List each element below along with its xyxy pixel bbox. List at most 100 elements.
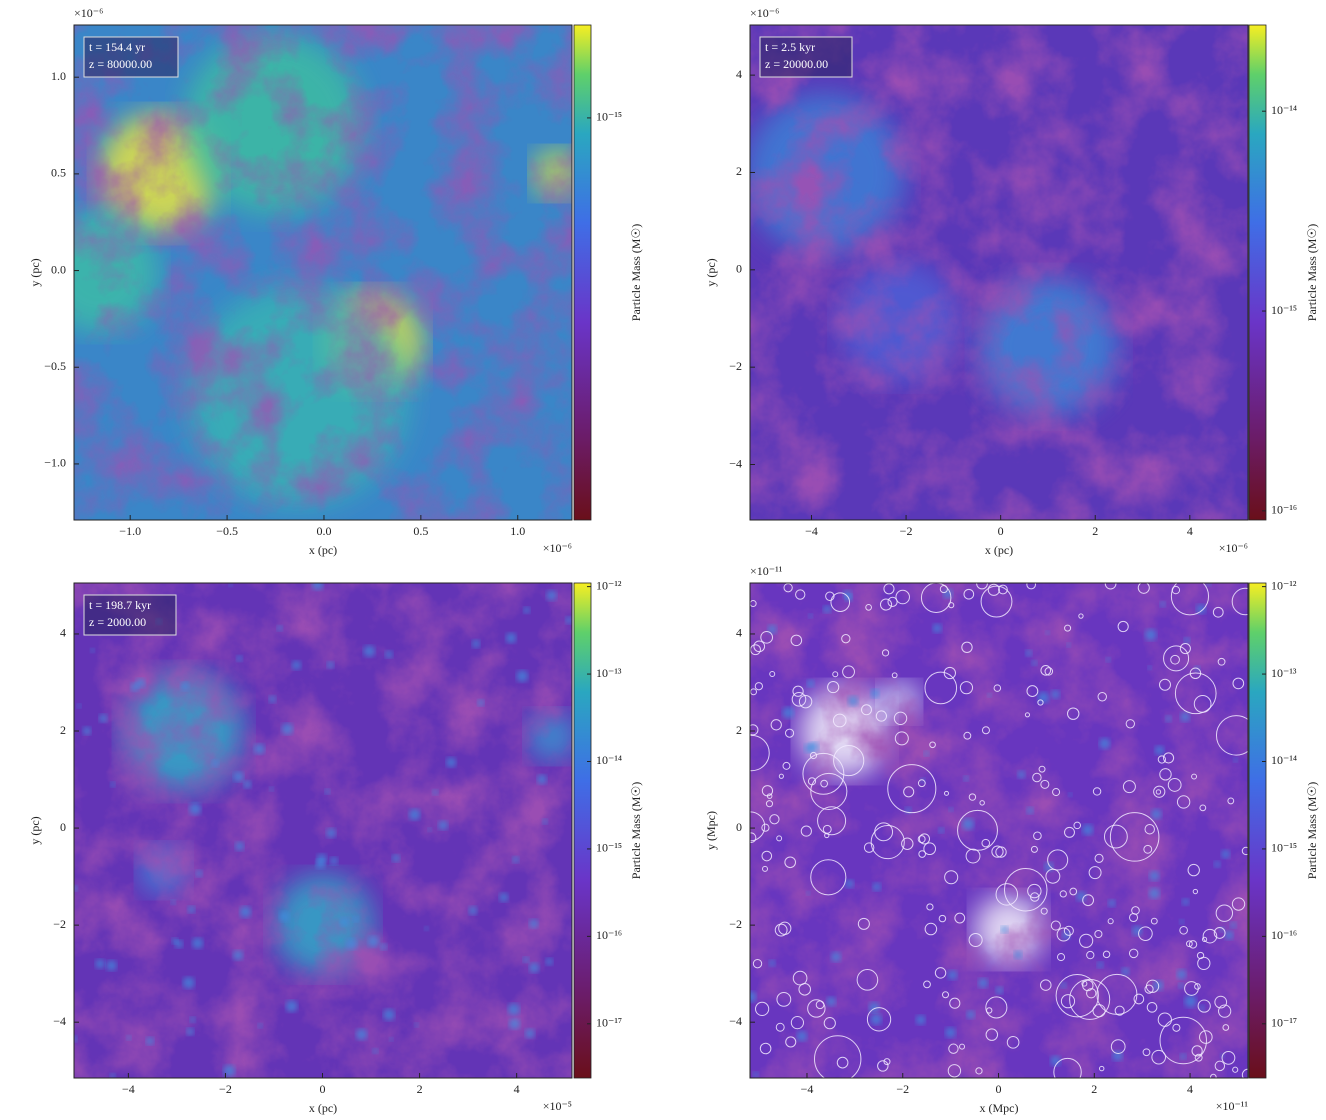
map-knot [871, 1014, 882, 1025]
map-knot [523, 957, 529, 963]
map-knot [1199, 1005, 1205, 1011]
colorbar [1249, 583, 1266, 1078]
y-tick-label: 2 [736, 164, 742, 178]
map-knot [427, 827, 431, 831]
map-knot [525, 1029, 534, 1038]
map-knot [414, 1023, 418, 1027]
map-knot [783, 707, 795, 719]
map-knot [1045, 630, 1049, 634]
map-knot [806, 891, 810, 895]
y-tick-label: 2 [60, 723, 66, 737]
map-knot [243, 780, 251, 788]
x-tick-label: −2 [219, 1082, 232, 1096]
map-knot [72, 885, 78, 891]
map-knot [537, 775, 547, 785]
colorbar-tick-label: 10⁻¹⁴ [1271, 103, 1297, 117]
map-texture [750, 25, 1248, 520]
y-axis-label: y (pc) [704, 258, 718, 286]
y-tick-label: 0 [736, 820, 742, 834]
map-knot [189, 803, 201, 815]
map-knot [948, 970, 957, 979]
map-knot [1180, 1053, 1186, 1059]
map-knot [1001, 926, 1008, 933]
y-tick-label: −1.0 [44, 456, 66, 470]
map-knot [845, 879, 854, 888]
map-knot [1182, 898, 1189, 905]
map-knot [1025, 650, 1032, 657]
map-knot [987, 693, 991, 697]
map-knot [508, 1003, 520, 1015]
map-knot [966, 1010, 975, 1019]
map-knot [1177, 969, 1187, 979]
map-knot [1214, 861, 1221, 868]
map-knot [389, 1037, 393, 1041]
map-knot [385, 651, 393, 659]
map-knot [1082, 824, 1093, 835]
map-knot [380, 943, 387, 950]
map-knot [1179, 919, 1184, 924]
map-knot [848, 696, 858, 706]
x-tick-label: −4 [801, 1082, 814, 1096]
map-knot [346, 938, 357, 949]
map-knot [962, 818, 974, 830]
colorbar-tick-label: 10⁻¹⁶ [596, 928, 622, 942]
map-knot [190, 1017, 196, 1023]
annotation-text: t = 198.7 kyr [89, 598, 151, 612]
map-knot [949, 807, 954, 812]
map-knot [269, 696, 276, 703]
map-knot [1066, 643, 1070, 647]
y-tick-label: 0.0 [51, 262, 66, 276]
annotation-text: z = 20000.00 [765, 57, 828, 71]
map-knot [1145, 629, 1156, 640]
map-knot [843, 590, 852, 599]
y-tick-label: −2 [53, 917, 66, 931]
map-knot [432, 789, 438, 795]
colorbar-tick-label: 10⁻¹⁵ [1271, 303, 1297, 317]
map-knot [327, 661, 334, 668]
x-tick-label: −4 [122, 1082, 135, 1096]
x-tick-label: 2 [1092, 524, 1098, 538]
x-tick-label: −2 [900, 524, 913, 538]
map-texture [750, 583, 1248, 1078]
map-knot [823, 605, 831, 613]
x-tick-label: 4 [1187, 524, 1193, 538]
map-knot [192, 938, 203, 949]
map-knot [312, 579, 323, 590]
map-knot [1122, 967, 1130, 975]
map-knot [325, 789, 331, 795]
y-tick-label: 4 [736, 67, 742, 81]
map-knot [373, 1048, 379, 1054]
colorbar-label: Particle Mass (M☉) [1305, 224, 1319, 321]
map-knot [1165, 716, 1171, 722]
colorbar-label: Particle Mass (M☉) [629, 782, 643, 879]
map-knot [90, 648, 95, 653]
map-knot [1185, 995, 1197, 1007]
colorbar-tick-label: 10⁻¹² [596, 578, 622, 592]
y-tick-label: 4 [736, 626, 742, 640]
density-map [734, 578, 1259, 1086]
x-tick-label: −2 [896, 1082, 909, 1096]
map-knot [356, 1029, 367, 1040]
map-knot [277, 625, 283, 631]
y-tick-label: 0.5 [51, 166, 66, 180]
colorbar-tick-label: 10⁻¹⁴ [1271, 753, 1297, 767]
colorbar [574, 583, 591, 1078]
map-knot [996, 987, 1003, 994]
colorbar [574, 25, 591, 520]
map-knot [873, 883, 881, 891]
map-knot [1221, 850, 1230, 859]
panel: −4−2024−4−2024x (pc)y (pc)×10⁻⁶×10⁻⁶t = … [704, 6, 1319, 557]
x-tick-label: 0.0 [316, 524, 331, 538]
density-map [71, 579, 577, 1079]
map-knot [186, 1028, 194, 1036]
map-knot [212, 760, 219, 767]
map-knot [364, 646, 375, 657]
map-knot [1106, 657, 1111, 662]
x-tick-label: 4 [1187, 1082, 1193, 1096]
colorbar-tick-label: 10⁻¹³ [1271, 666, 1297, 680]
map-knot [77, 704, 82, 709]
map-knot [1178, 983, 1184, 989]
panel: −4−2024−4−2024x (Mpc)y (Mpc)×10⁻¹¹×10⁻¹¹… [704, 564, 1319, 1115]
x-tick-label: −1.0 [119, 524, 141, 538]
density-map [39, 25, 582, 520]
